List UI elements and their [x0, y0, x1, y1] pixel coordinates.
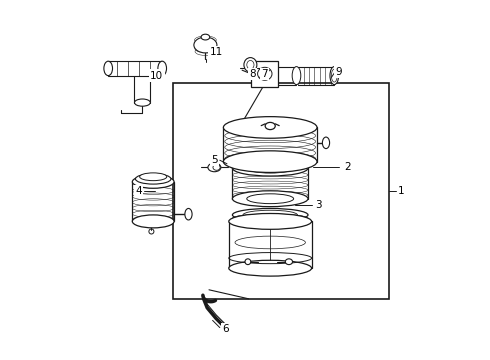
Text: 4: 4 — [136, 186, 142, 196]
Ellipse shape — [244, 58, 257, 72]
Ellipse shape — [232, 160, 308, 176]
Ellipse shape — [229, 260, 312, 276]
Ellipse shape — [132, 175, 174, 188]
Text: 3: 3 — [316, 200, 322, 210]
Ellipse shape — [194, 37, 217, 53]
Ellipse shape — [232, 191, 308, 207]
Ellipse shape — [185, 208, 192, 220]
Text: 6: 6 — [222, 324, 228, 334]
Text: 9: 9 — [335, 67, 342, 77]
Ellipse shape — [135, 174, 171, 184]
Text: 1: 1 — [398, 186, 405, 196]
Ellipse shape — [158, 61, 167, 76]
Text: 7: 7 — [262, 69, 268, 79]
Ellipse shape — [132, 215, 174, 228]
Ellipse shape — [330, 67, 339, 85]
Ellipse shape — [104, 61, 113, 76]
Ellipse shape — [292, 67, 301, 85]
Text: 10: 10 — [150, 71, 163, 81]
Ellipse shape — [265, 122, 275, 130]
Text: 2: 2 — [344, 162, 351, 172]
Text: 5: 5 — [211, 155, 218, 165]
Text: 11: 11 — [210, 47, 223, 57]
Ellipse shape — [223, 151, 317, 172]
Ellipse shape — [322, 137, 330, 149]
Bar — [251, 61, 278, 87]
Ellipse shape — [134, 99, 150, 106]
Ellipse shape — [140, 173, 167, 181]
Ellipse shape — [232, 208, 308, 221]
Bar — [173, 83, 389, 299]
Text: 8: 8 — [249, 69, 255, 79]
Ellipse shape — [245, 259, 251, 265]
Ellipse shape — [223, 117, 317, 138]
Ellipse shape — [285, 259, 293, 265]
Ellipse shape — [201, 34, 210, 40]
Ellipse shape — [229, 213, 312, 229]
Ellipse shape — [208, 163, 221, 172]
